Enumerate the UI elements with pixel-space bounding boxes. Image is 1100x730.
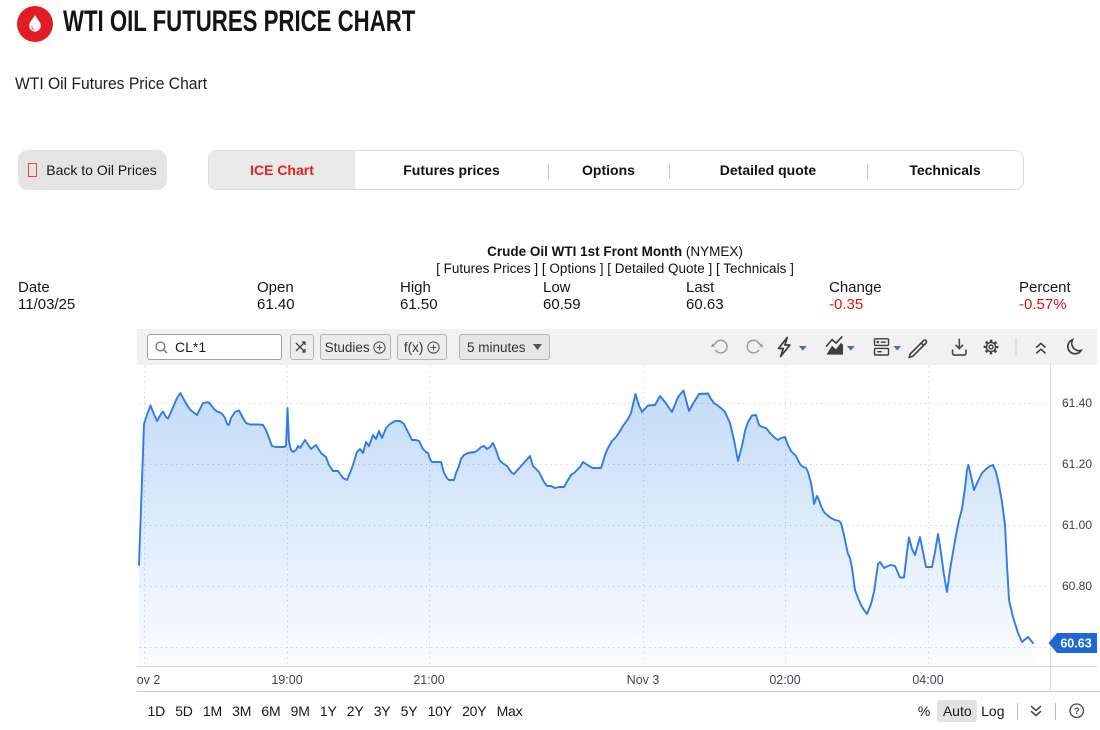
svg-text:19:00: 19:00: [271, 673, 302, 687]
svg-text:60.63: 60.63: [1060, 637, 1091, 651]
svg-text:61.20: 61.20: [1062, 457, 1092, 471]
svg-text:?: ?: [1073, 706, 1079, 717]
svg-text:04:00: 04:00: [912, 673, 943, 687]
svg-text:61.40: 61.40: [1062, 396, 1092, 410]
svg-text:02:00: 02:00: [769, 673, 800, 687]
svg-text:21:00: 21:00: [413, 673, 444, 687]
svg-text:60.80: 60.80: [1062, 579, 1092, 593]
svg-text:Nov 2: Nov 2: [137, 673, 160, 687]
svg-text:Nov 3: Nov 3: [627, 673, 660, 687]
svg-text:61.00: 61.00: [1062, 518, 1092, 532]
